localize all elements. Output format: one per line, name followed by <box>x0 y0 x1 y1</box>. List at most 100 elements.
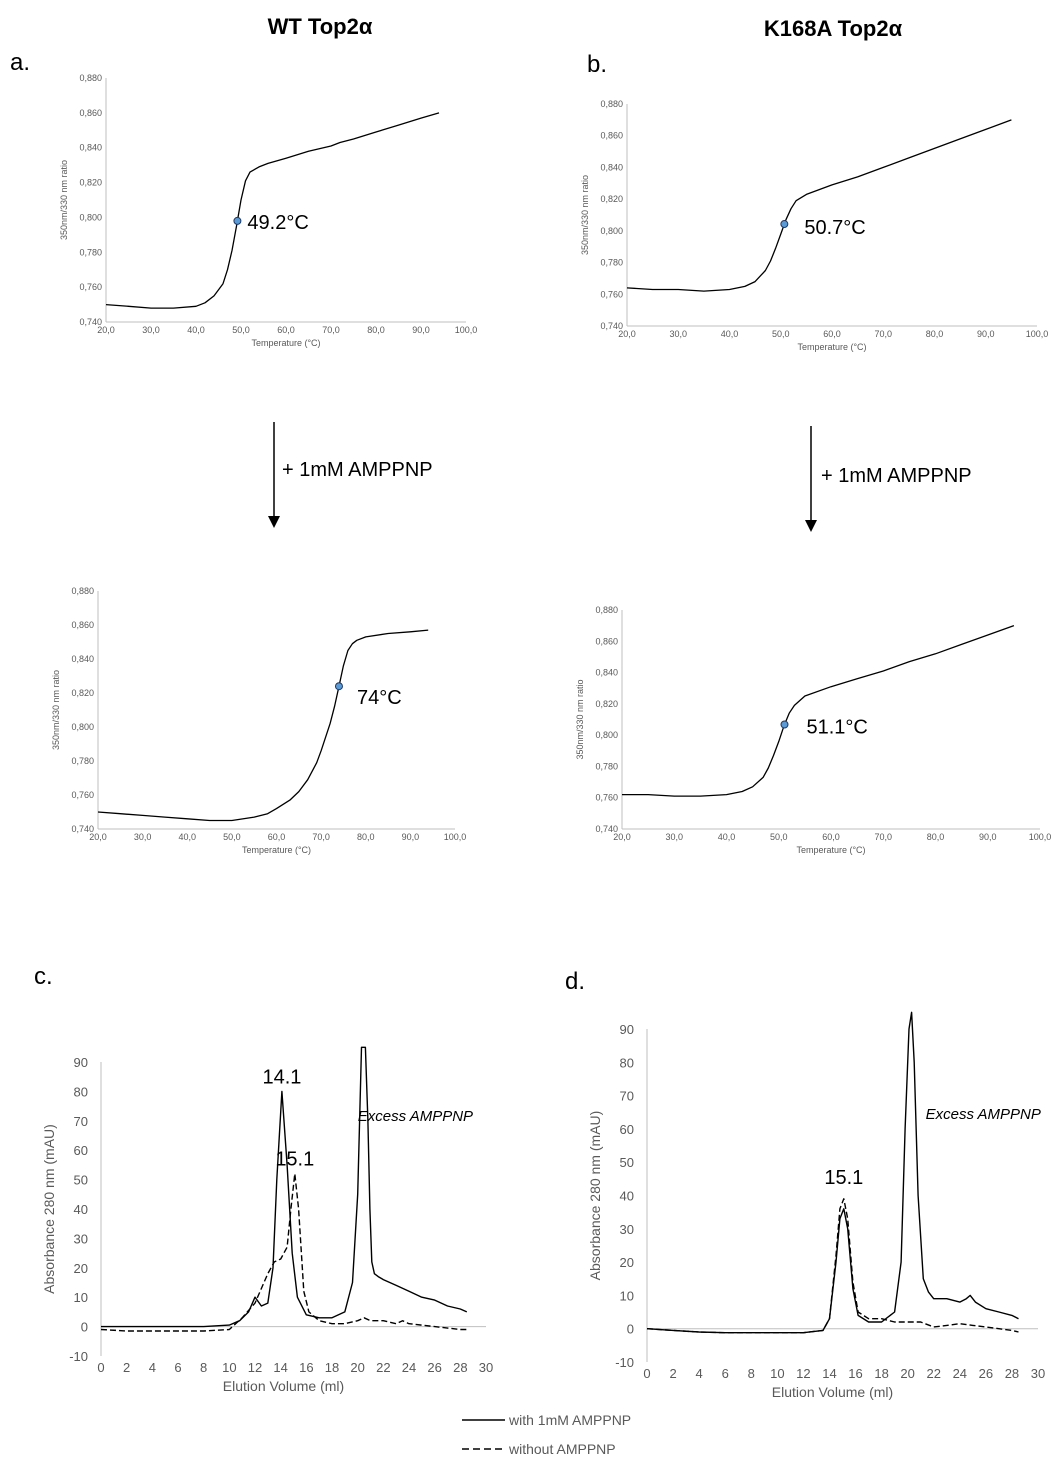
y-tick-label: 0,780 <box>79 247 102 257</box>
y-tick-label: 40 <box>74 1202 88 1217</box>
x-tick-label: 40,0 <box>187 325 205 335</box>
y-tick-label: 0,760 <box>79 282 102 292</box>
x-tick-label: 20,0 <box>89 832 107 842</box>
y-tick-label: 0,840 <box>79 143 102 153</box>
y-tick-label: 0,860 <box>71 620 94 630</box>
arrow-label-right: + 1mM AMPPNP <box>821 465 972 487</box>
column-title-k168a: K168A Top2α <box>764 16 903 41</box>
chart-b1: b. 20,0 30,0 40,0 50,0 60,0 70,0 80,0 90,0 100,0 0… <box>580 51 1048 352</box>
x-tick-label: 100,0 <box>444 832 467 842</box>
x-tick-label: 40,0 <box>721 329 739 339</box>
legend-without-label: without AMPPNP <box>508 1441 616 1457</box>
x-tick-label: 70,0 <box>874 832 892 842</box>
y-tick-label: 0,800 <box>595 730 618 740</box>
x-tick-label: 70,0 <box>322 325 340 335</box>
x-tick-label: 18 <box>874 1366 888 1381</box>
x-tick-label: 28 <box>453 1360 467 1375</box>
y-tick-label: 0 <box>627 1322 634 1337</box>
chart-a2: 20,0 30,0 40,0 50,0 60,0 70,0 80,0 90,0 100,0 0,7… <box>51 586 466 855</box>
y-tick-label: 0,820 <box>79 178 102 188</box>
y-tick-label: 0,820 <box>600 194 623 204</box>
column-title-wt: WT Top2α <box>268 14 373 39</box>
x-tick-label: 6 <box>722 1366 729 1381</box>
y-tick-label: 0,880 <box>595 605 618 615</box>
x-tick-label: 26 <box>979 1366 993 1381</box>
x-tick-label: 100,0 <box>1029 832 1052 842</box>
legend: with 1mM AMPPNP without AMPPNP <box>462 1412 631 1457</box>
y-tick-label: 0,740 <box>79 317 102 327</box>
y-tick-label: -10 <box>615 1355 634 1370</box>
y-tick-label: 10 <box>74 1290 88 1305</box>
x-tick-label: 18 <box>325 1360 339 1375</box>
x-tick-label: 50,0 <box>770 832 788 842</box>
y-tick-label: 0,780 <box>71 756 94 766</box>
x-tick-label: 10 <box>222 1360 236 1375</box>
tm-marker <box>780 720 789 729</box>
y-axis-label: 350nm/330 nm ratio <box>59 160 69 240</box>
chart-a1: a. 20,0 30,0 40,0 50,0 60,0 70,0 80,0 90,0 100,0 0… <box>10 49 477 348</box>
y-tick-label: -10 <box>69 1349 88 1364</box>
y-tick-label: 20 <box>74 1261 88 1276</box>
x-tick-label: 10 <box>770 1366 784 1381</box>
x-tick-label: 20 <box>900 1366 914 1381</box>
x-tick-label: 12 <box>248 1360 262 1375</box>
annotation-d-0: 15.1 <box>824 1167 863 1189</box>
y-tick-label: 0,840 <box>71 654 94 664</box>
y-tick-label: 50 <box>620 1155 634 1170</box>
x-axis-label: Temperature (°C) <box>242 845 311 855</box>
y-tick-label: 30 <box>620 1222 634 1237</box>
x-tick-label: 8 <box>200 1360 207 1375</box>
x-tick-label: 22 <box>926 1366 940 1381</box>
x-tick-label: 30 <box>479 1360 493 1375</box>
panel-letter-b1: b. <box>587 51 607 78</box>
x-tick-label: 26 <box>427 1360 441 1375</box>
y-tick-label: 0,800 <box>71 722 94 732</box>
y-tick-label: 0,800 <box>79 212 102 222</box>
x-tick-label: 4 <box>149 1360 156 1375</box>
x-tick-label: 20,0 <box>97 325 115 335</box>
x-axis-label: Elution Volume (ml) <box>223 1378 344 1394</box>
y-tick-label: 0,780 <box>600 258 623 268</box>
x-tick-label: 24 <box>953 1366 967 1381</box>
x-tick-label: 60,0 <box>268 832 286 842</box>
x-tick-label: 20 <box>350 1360 364 1375</box>
legend-with-label: with 1mM AMPPNP <box>508 1412 631 1428</box>
y-tick-label: 0,740 <box>71 824 94 834</box>
x-tick-label: 30 <box>1031 1366 1045 1381</box>
x-tick-label: 60,0 <box>822 832 840 842</box>
x-tick-label: 80,0 <box>357 832 375 842</box>
x-tick-label: 2 <box>123 1360 130 1375</box>
x-tick-label: 30,0 <box>134 832 152 842</box>
y-axis-label: Absorbance 280 nm (mAU) <box>41 1124 57 1294</box>
x-axis-label: Temperature (°C) <box>251 338 320 348</box>
chart-c: c.0 2 4 6 8 10 12 14 16 18 20 22 24 26 28 30-1001020304… <box>34 963 493 1394</box>
annotation-d-1: Excess AMPPNP <box>926 1106 1041 1123</box>
annotation-c-1: 15.1 <box>275 1149 314 1171</box>
y-tick-label: 0 <box>81 1320 88 1335</box>
annotation-c-0: 14.1 <box>262 1066 301 1088</box>
x-axis-label: Elution Volume (ml) <box>772 1384 893 1400</box>
y-tick-label: 90 <box>620 1022 634 1037</box>
x-tick-label: 30,0 <box>669 329 687 339</box>
series-line-d-1 <box>646 1198 1019 1334</box>
x-tick-label: 90,0 <box>977 329 995 339</box>
x-tick-label: 30,0 <box>142 325 160 335</box>
x-tick-label: 90,0 <box>402 832 420 842</box>
y-tick-label: 30 <box>74 1231 88 1246</box>
y-tick-label: 90 <box>74 1055 88 1070</box>
y-axis-label: 350nm/330 nm ratio <box>580 175 590 255</box>
arrow-label-left: + 1mM AMPPNP <box>282 459 433 481</box>
y-tick-label: 0,800 <box>600 226 623 236</box>
series-line-a1-0 <box>105 112 440 309</box>
x-tick-label: 80,0 <box>926 329 944 339</box>
y-tick-label: 50 <box>74 1173 88 1188</box>
x-tick-label: 50,0 <box>232 325 250 335</box>
y-tick-label: 0,860 <box>79 108 102 118</box>
x-tick-label: 60,0 <box>823 329 841 339</box>
chart-b2: 20,0 30,0 40,0 50,0 60,0 70,0 80,0 90,0 100,0 0,7… <box>575 605 1051 855</box>
annotation-c-2: Excess AMPPNP <box>358 1108 473 1125</box>
x-tick-label: 0 <box>97 1360 104 1375</box>
y-tick-label: 0,760 <box>595 793 618 803</box>
x-tick-label: 16 <box>299 1360 313 1375</box>
x-tick-label: 20,0 <box>613 832 631 842</box>
